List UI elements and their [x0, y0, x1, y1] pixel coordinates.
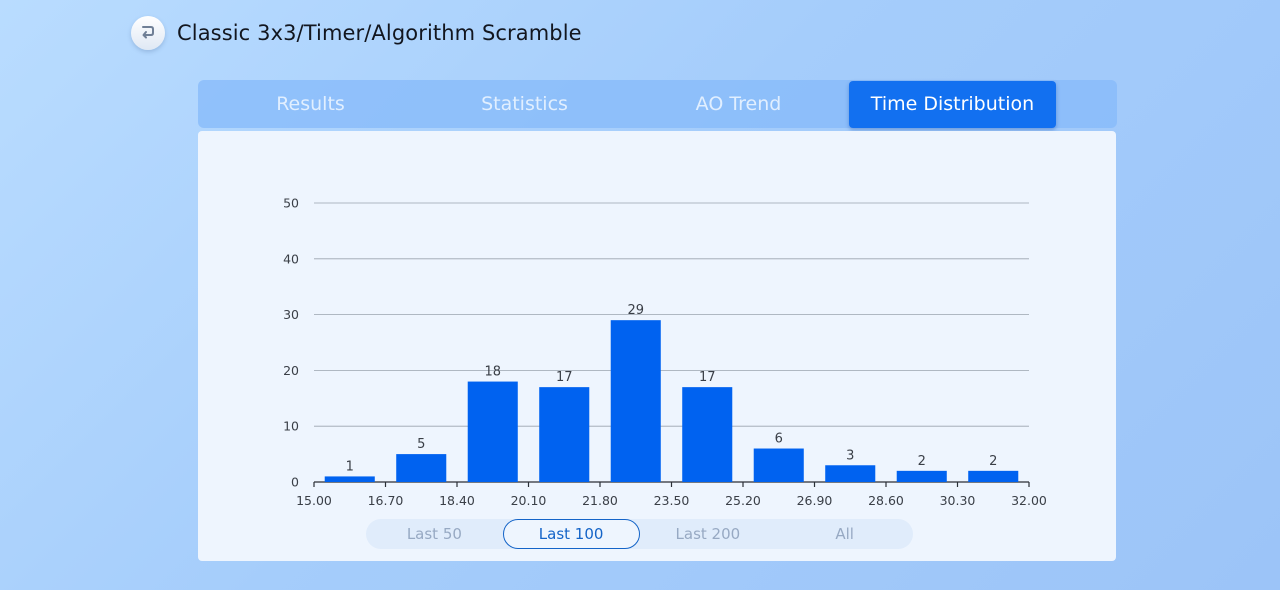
bar-data-label: 1 — [346, 459, 354, 474]
bar — [467, 381, 518, 482]
x-tick-label: 18.40 — [439, 493, 475, 508]
x-tick-label: 16.70 — [368, 493, 404, 508]
tab-time-distribution[interactable]: Time Distribution — [849, 80, 1056, 128]
bar-data-label: 3 — [846, 448, 854, 463]
back-arrow-icon — [139, 22, 157, 44]
tab-results[interactable]: Results — [276, 93, 345, 115]
y-tick-label: 0 — [291, 475, 299, 490]
range-last-100[interactable]: Last 100 — [502, 519, 640, 549]
bar — [753, 448, 804, 482]
x-tick-label: 15.00 — [296, 493, 332, 508]
x-tick-label: 28.60 — [868, 493, 904, 508]
range-last-50[interactable]: Last 50 — [406, 525, 462, 543]
x-tick-label: 25.20 — [725, 493, 761, 508]
bar-data-label: 17 — [699, 370, 716, 385]
x-tick-label: 20.10 — [511, 493, 547, 508]
x-tick-label: 26.90 — [797, 493, 833, 508]
y-tick-label: 10 — [283, 419, 299, 434]
tab-bar: Results Statistics AO Trend Time Distrib… — [198, 80, 1117, 128]
bar — [396, 454, 447, 482]
page-title: Classic 3x3/Timer/Algorithm Scramble — [177, 21, 582, 45]
range-selector: Last 50 Last 100 Last 200 All — [366, 519, 913, 549]
header: Classic 3x3/Timer/Algorithm Scramble — [131, 14, 582, 52]
bar-data-label: 5 — [417, 437, 425, 452]
bar-data-label: 2 — [918, 454, 926, 469]
range-last-200[interactable]: Last 200 — [675, 525, 741, 543]
x-tick-label: 21.80 — [582, 493, 618, 508]
x-tick-label: 32.00 — [1011, 493, 1047, 508]
bar — [896, 470, 947, 482]
chart-panel: 0 10 20 30 40 50 15.00 16.70 18.40 20.10 21.80 23.5… — [198, 131, 1116, 561]
y-tick-label: 50 — [283, 196, 299, 211]
bar — [825, 465, 876, 482]
bar — [610, 320, 661, 482]
x-tick-label: 23.50 — [654, 493, 690, 508]
tab-statistics[interactable]: Statistics — [481, 93, 568, 115]
distribution-chart: 0 10 20 30 40 50 15.00 16.70 18.40 20.10 21.80 23.5… — [283, 196, 1047, 509]
bar-data-label: 17 — [556, 370, 573, 385]
x-tick-label: 30.30 — [940, 493, 976, 508]
bar — [968, 470, 1019, 482]
range-all[interactable]: All — [835, 525, 854, 543]
y-tick-label: 40 — [283, 251, 299, 266]
bar — [539, 387, 590, 482]
bar-data-label: 18 — [484, 365, 501, 380]
bar — [682, 387, 733, 482]
y-tick-label: 30 — [283, 307, 299, 322]
back-button[interactable] — [131, 16, 165, 50]
bar-data-label: 29 — [627, 303, 644, 318]
tab-ao-trend[interactable]: AO Trend — [695, 93, 782, 115]
y-tick-label: 20 — [283, 363, 299, 378]
bar — [324, 476, 375, 482]
bar-data-label: 6 — [775, 432, 783, 447]
bar-data-label: 2 — [989, 454, 997, 469]
